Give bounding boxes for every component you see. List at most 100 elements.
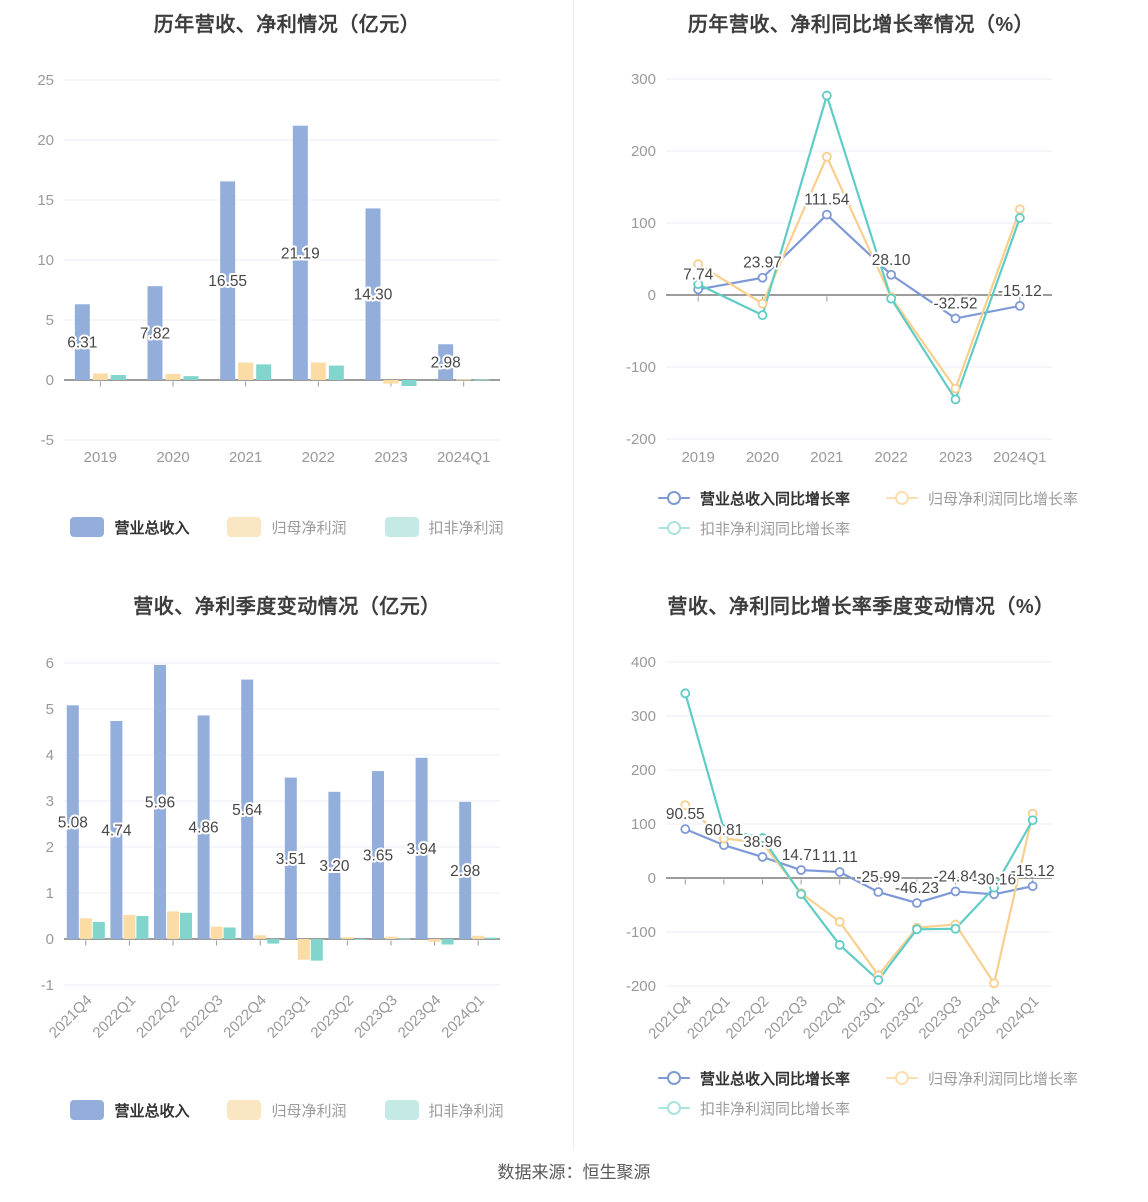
data-point-marker [834, 916, 845, 927]
x-axis-category-label: 2024Q1 [437, 449, 490, 466]
bar-扣非净利润 [354, 939, 367, 940]
data-point-marker [757, 272, 768, 283]
data-point-marker [886, 269, 897, 280]
bar-归母净利润 [341, 937, 354, 939]
data-point-marker [1014, 204, 1025, 215]
y-axis-tick-label: 2 [46, 839, 54, 856]
x-axis-category-label: 2022Q1 [89, 992, 139, 1042]
data-point-marker [821, 151, 832, 162]
data-point-marker [989, 978, 1000, 989]
bar-营业总收入 [220, 181, 236, 380]
legend-item-归母净利润同比增长率[interactable]: 归母净利润同比增长率 [886, 1067, 1078, 1089]
legend-item-营业总收入[interactable]: 营业总收入 [70, 516, 189, 538]
bar-扣非净利润 [183, 376, 199, 380]
legend-item-扣非净利润同比增长率[interactable]: 扣非净利润同比增长率 [658, 517, 850, 539]
legend-annual-bars: 营业总收入 归母净利润 扣非净利润 [0, 516, 574, 538]
data-point-marker [757, 833, 768, 843]
bar-value-label: 6.31 [67, 335, 97, 352]
legend-line-marker-icon [886, 1070, 919, 1086]
x-axis-category-label: 2023Q1 [264, 992, 314, 1042]
y-axis-tick-label: 4 [46, 747, 54, 764]
bar-value-label: 5.08 [58, 815, 88, 832]
data-point-marker [1027, 881, 1038, 892]
legend-annual-growth: 营业总收入同比增长率 归母净利润同比增长率扣非净利润同比增长率 [658, 487, 1128, 539]
x-axis-category-label: 2023Q3 [351, 992, 401, 1042]
bar-归母净利润 [297, 939, 310, 960]
bar-value-label: 16.55 [208, 273, 247, 290]
legend-label: 营业总收入同比增长率 [700, 1070, 851, 1088]
quarterly-growth-line-chart: 4003002001000-100-2002021Q42022Q12022Q22… [626, 654, 1057, 1043]
data-point-marker [680, 688, 691, 699]
x-axis-category-label: 2022Q3 [177, 992, 227, 1042]
legend-label: 扣非净利润同比增长率 [700, 1100, 851, 1118]
data-point-marker [757, 310, 768, 321]
bar-value-label: 5.64 [232, 802, 263, 819]
bar-营业总收入 [154, 664, 166, 939]
annual-growth-line-chart: 300 200 100 0 -100 -200 2019 2020 2021 2022 2023 20… [626, 71, 1052, 466]
legend-item-扣非净利润[interactable]: 扣非净利润 [384, 516, 504, 538]
point-value-label: -25.99 [856, 869, 900, 886]
x-axis-category-label: 2021Q4 [46, 992, 96, 1042]
x-axis-category-label: 2020 [156, 449, 189, 466]
legend-swatch-icon [384, 517, 419, 537]
bar-扣非净利润 [92, 921, 105, 939]
bar-扣非净利润 [110, 374, 126, 380]
point-value-label: -24.84 [934, 868, 978, 885]
y-axis-tick-label: -1 [41, 977, 54, 994]
bar-营业总收入 [110, 720, 123, 939]
x-axis-category-label: 2019 [84, 449, 117, 466]
line-归母净利润同比增长率 [684, 804, 1034, 985]
bar-营业总收入 [292, 125, 308, 380]
bar-扣非净利润 [267, 939, 280, 944]
y-axis-tick-label: 0 [648, 287, 656, 304]
legend-item-归母净利润同比增长率[interactable]: 归母净利润同比增长率 [886, 487, 1078, 509]
legend-quarterly-bars: 营业总收入 归母净利润 扣非净利润 [0, 1099, 574, 1121]
y-axis-tick-label: -100 [626, 924, 656, 941]
x-axis-category-label: 2024Q1 [438, 992, 488, 1042]
y-axis-tick-label: -100 [626, 359, 656, 376]
point-value-label: 38.96 [743, 834, 782, 851]
data-point-marker [950, 886, 961, 897]
bar-归母净利润 [79, 918, 92, 939]
x-axis-category-label: 2022Q2 [133, 992, 183, 1042]
bar-扣非净利润 [136, 916, 149, 939]
bar-value-label: 2.98 [431, 355, 461, 372]
bar-归母净利润 [310, 362, 326, 380]
data-point-marker [796, 865, 807, 875]
legend-item-归母净利润[interactable]: 归母净利润 [227, 516, 347, 538]
y-axis-tick-label: 5 [46, 701, 54, 718]
legend-label: 扣非净利润同比增长率 [700, 520, 851, 538]
x-axis-category-label: 2020 [746, 449, 779, 466]
data-point-marker [796, 889, 807, 900]
point-value-label: -30.16 [972, 871, 1016, 888]
legend-label: 营业总收入同比增长率 [700, 490, 851, 508]
data-point-marker [1014, 300, 1025, 311]
legend-item-营业总收入同比增长率[interactable]: 营业总收入同比增长率 [658, 1067, 850, 1089]
point-value-label: 23.97 [743, 255, 782, 272]
legend-quarterly-growth: 营业总收入同比增长率 归母净利润同比增长率扣非净利润同比增长率 [658, 1067, 1128, 1119]
data-point-marker [757, 852, 768, 862]
chart-title-annual-growth: 历年营收、净利同比增长率情况（%） [687, 14, 1035, 36]
y-axis-tick-label: 200 [631, 762, 656, 779]
legend-item-归母净利润[interactable]: 归母净利润 [227, 1099, 347, 1121]
legend-item-营业总收入[interactable]: 营业总收入 [70, 1099, 189, 1121]
x-axis-category-label: 2022 [874, 449, 907, 466]
legend-item-扣非净利润[interactable]: 扣非净利润 [384, 1099, 504, 1121]
legend-item-扣非净利润同比增长率[interactable]: 扣非净利润同比增长率 [658, 1097, 850, 1119]
quarterly-growth-panel: 营收、净利同比增长率季度变动情况（%） 400 300 200 100 0 -100 -20… [574, 570, 1148, 1150]
y-axis-tick-label: -5 [41, 432, 54, 449]
x-axis-category-label: 2023Q2 [307, 992, 357, 1042]
legend-label: 归母净利润 [271, 519, 347, 537]
y-axis-tick-label: 0 [46, 931, 54, 948]
y-axis-tick-label: 200 [631, 143, 656, 160]
annual-growth-panel: 历年营收、净利同比增长率情况（%） 300 200 100 0 -100 -200 2019… [574, 0, 1148, 570]
column-divider [573, 0, 574, 1150]
x-axis-category-label: 2019 [681, 449, 714, 466]
legend-swatch-icon [227, 517, 262, 537]
point-value-label: -15.12 [1011, 863, 1055, 880]
quarterly-revenue-profit-bar-chart: 6543210-12021Q42022Q12022Q22022Q32022Q42… [41, 655, 500, 1042]
data-point-marker [693, 259, 704, 269]
point-value-label: 28.10 [872, 252, 911, 269]
legend-item-营业总收入同比增长率[interactable]: 营业总收入同比增长率 [658, 487, 850, 509]
bar-扣非净利润 [401, 380, 417, 386]
